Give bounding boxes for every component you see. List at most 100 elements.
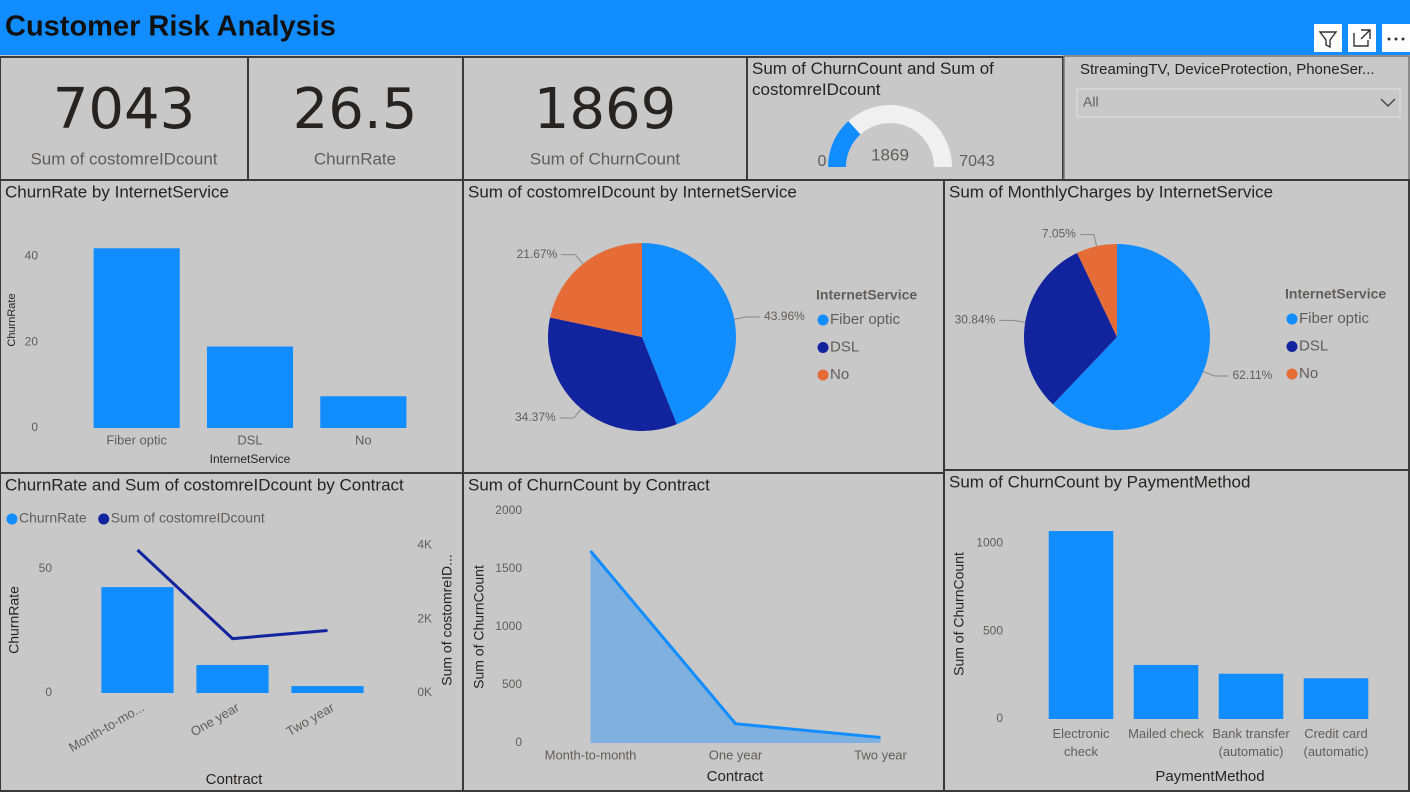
y-tick-label: 1000 [495,619,522,633]
leader-line [1203,371,1229,377]
legend-title: InternetService [1285,286,1386,302]
header-title: Customer Risk Analysis [5,11,336,43]
x-axis-label: Contract [206,771,264,788]
x-axis-label: Contract [707,768,765,785]
more-dot [1394,37,1398,41]
area [590,551,881,743]
chart-title: ChurnRate and Sum of costomreIDcount by … [5,475,404,494]
legend-title: InternetService [816,287,917,303]
slicer-dropdown[interactable] [1076,88,1401,118]
card-value: 1869 [534,77,677,142]
legend-marker [1286,313,1298,325]
pie-slice [547,317,677,431]
chart-title: Sum of ChurnCount by Contract [468,475,710,494]
chart-title: Sum of costomreIDcount by InternetServic… [468,182,797,201]
legend-label: ChurnRate [19,510,87,526]
bar [93,248,180,428]
card-label: ChurnRate [314,149,396,168]
more-dot [1401,37,1405,41]
y-tick-label: 4K [417,538,432,552]
y-tick-label: 0 [45,685,52,699]
data-label: 43.96% [764,309,805,323]
bar [101,587,174,693]
y-axis-label: Sum of ChurnCount [471,565,487,689]
y-tick-label: 0 [31,420,38,434]
x-axis-label: PaymentMethod [1155,768,1264,785]
y-tick-label: 500 [983,623,1003,637]
y2-axis-label: Sum of costomreID... [439,554,455,685]
slicer-title: StreamingTV, DeviceProtection, PhoneSer.… [1080,61,1375,78]
y-tick-label: 1000 [976,536,1003,550]
chart-title: ChurnRate by InternetService [5,182,229,201]
y-axis-label: Sum of ChurnCount [951,552,967,676]
card-value: 26.5 [293,77,418,142]
gauge-fill [828,121,861,167]
x-tick-label: One year [709,747,763,762]
y-tick-label: 20 [25,334,39,348]
bar [206,346,294,428]
y-tick-label: 1500 [495,561,522,575]
bar [1218,673,1284,719]
slicer-chevron [1380,98,1396,107]
chart-title: Sum of ChurnCount by PaymentMethod [949,472,1250,491]
bar [320,396,407,428]
card-label: Sum of costomreIDcount [30,149,217,168]
pie-slice [1077,244,1117,337]
x-tick-label: Fiber optic [106,432,167,447]
legend-marker [817,369,829,381]
bar [1303,678,1369,719]
legend-marker [6,513,18,525]
legend-label: Fiber optic [830,311,901,328]
bar [1048,531,1114,719]
y-tick-label: 0K [417,685,432,699]
y-tick-label: 0 [996,711,1003,725]
y-tick-label: 40 [25,249,39,263]
x-tick-label: DSL [237,432,262,447]
y-tick-label: 50 [39,561,53,575]
legend-label: No [1299,365,1318,382]
legend-marker [817,314,829,326]
y-tick-label: 2000 [495,503,522,517]
more-dot [1387,37,1391,41]
legend-label: No [830,366,849,383]
leader-line [734,316,761,320]
chart-title: Sum of MonthlyCharges by InternetService [949,182,1273,201]
gauge-title: Sum of ChurnCount and Sum of costomreIDc… [752,59,994,99]
line [136,548,328,641]
pie-slice [1024,252,1117,405]
slicer-selection[interactable]: All [1083,94,1099,110]
data-label: 21.67% [517,247,558,261]
pie-slice [642,243,736,425]
line [589,550,881,739]
chart-panel [943,469,1410,792]
gauge-min: 0 [818,153,827,170]
leader-line [561,254,584,265]
legend-marker [1286,341,1298,352]
data-label: 7.05% [1042,227,1076,241]
header-icons[interactable] [1314,24,1410,52]
bar [291,686,364,693]
card-label: Sum of ChurnCount [530,149,681,168]
x-tick-label-box: Credit card (automatic) [1303,726,1368,759]
legend-label: Fiber optic [1299,310,1370,327]
y-tick-label: 2K [417,611,432,625]
bar [196,664,269,693]
legend-marker [98,513,110,525]
leader-line [559,408,582,419]
gauge-track [828,105,952,167]
filter-glyph [1318,31,1338,49]
pie-slice [550,243,642,337]
x-tick-label: No [355,432,372,447]
filter-icon[interactable] [1314,24,1342,52]
legend-marker [1286,368,1298,380]
focus-glyph [1353,29,1371,47]
pie-slice [1052,244,1210,430]
legend-label: DSL [830,338,859,355]
x-tick-label: Two year [854,747,907,762]
x-tick-label-box: Electronic check [1052,726,1109,759]
legend-marker [817,342,829,353]
header-bar [0,0,1410,55]
x-axis-label: InternetService [210,452,291,466]
